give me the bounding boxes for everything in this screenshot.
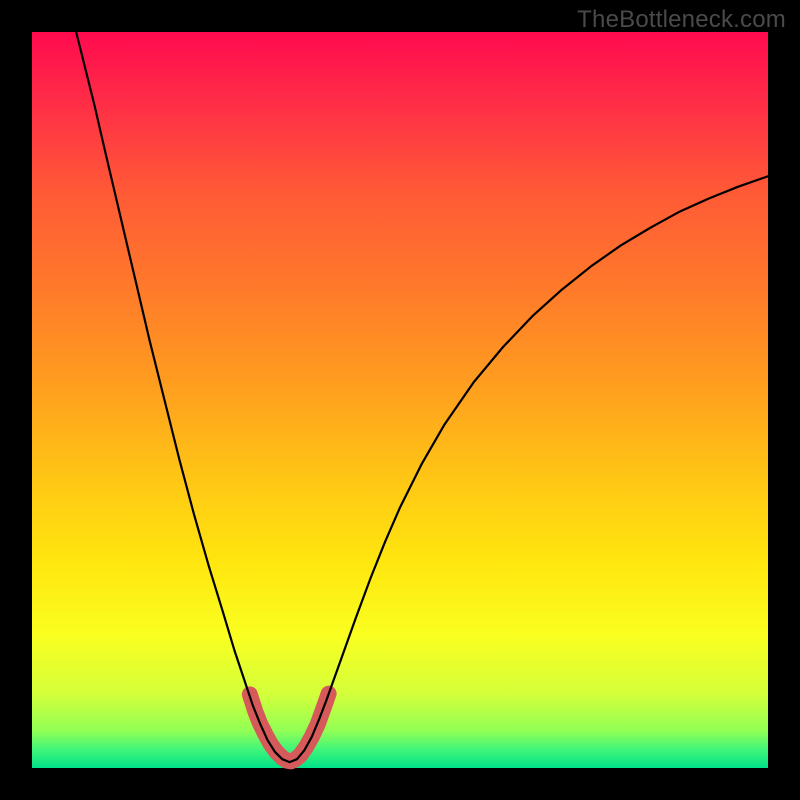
bottleneck-chart (0, 0, 800, 800)
watermark-text: TheBottleneck.com (577, 6, 786, 34)
plot-background (32, 32, 768, 768)
chart-frame: TheBottleneck.com (0, 0, 800, 800)
